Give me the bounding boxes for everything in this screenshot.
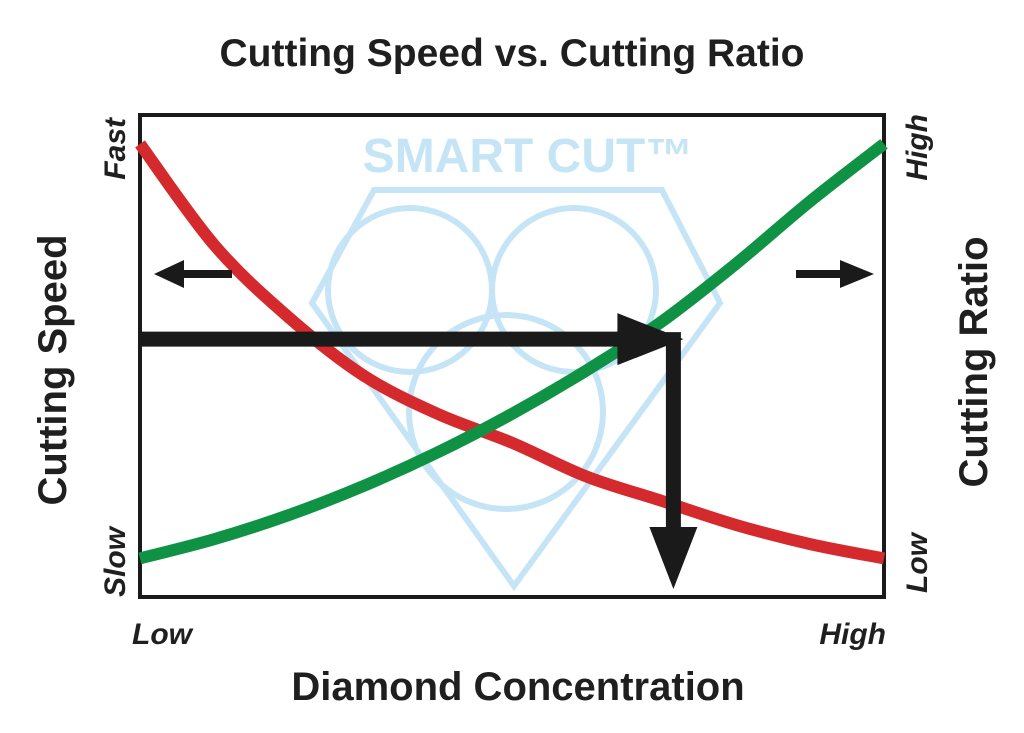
guide-arrows xyxy=(140,313,698,589)
plot-frame xyxy=(138,113,886,599)
cutting-speed-curve xyxy=(135,140,886,565)
y-axis-label-left: Cutting Speed xyxy=(31,234,75,505)
watermark-diamond-outline xyxy=(308,187,724,592)
watermark-logo xyxy=(308,187,724,592)
y-axis-label-right: Cutting Ratio xyxy=(952,236,996,487)
x-tick-high: High xyxy=(819,618,886,651)
y-right-tick-high: High xyxy=(901,114,934,181)
y-left-tick-slow: Slow xyxy=(99,525,132,597)
x-tick-low: Low xyxy=(132,618,194,651)
watermark-circle-bottom xyxy=(406,312,606,512)
y-right-tick-low: Low xyxy=(901,531,934,593)
watermark-text: SMART CUT™ xyxy=(363,130,694,183)
left-axis-arrowhead xyxy=(154,260,184,289)
vertical-guide-arrowhead xyxy=(649,527,698,589)
right-axis-arrowhead xyxy=(840,260,874,289)
horizontal-guide-arrowhead xyxy=(617,313,684,366)
cutting-ratio-curve xyxy=(138,139,888,565)
y-left-tick-fast: Fast xyxy=(99,116,132,180)
chart-title: Cutting Speed vs. Cutting Ratio xyxy=(220,32,805,75)
x-axis-label: Diamond Concentration xyxy=(291,665,744,709)
watermark-circle-left xyxy=(325,205,495,375)
